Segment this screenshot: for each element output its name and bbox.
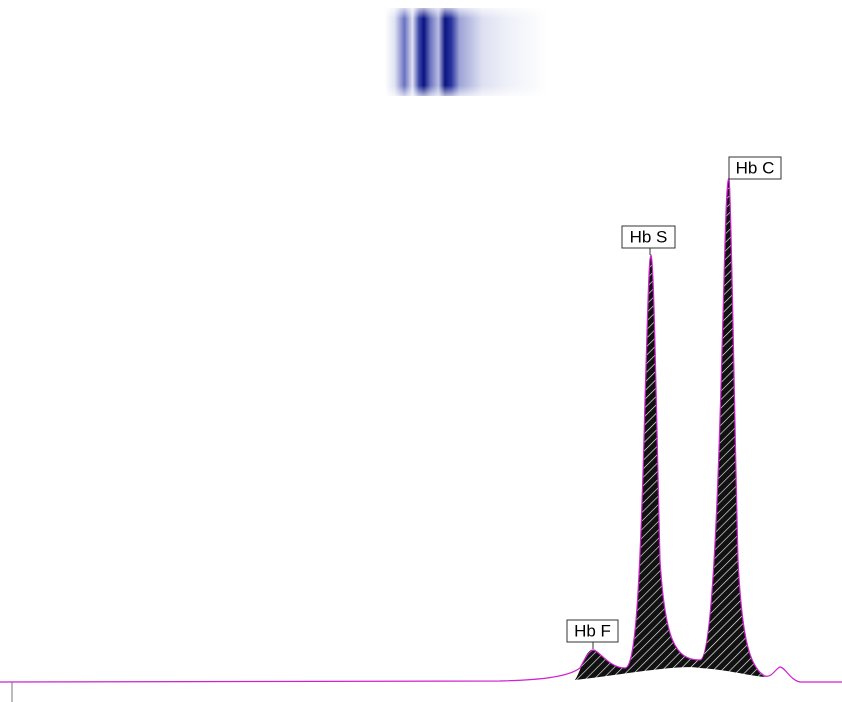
densitometry-view: Hb F Hb S Hb C [0,0,842,702]
peak-area [575,178,765,680]
peak-label: Hb C [736,158,775,177]
gel-lane-fade [385,8,547,96]
peak-label: Hb F [574,621,611,640]
peak-label: Hb S [630,227,668,246]
